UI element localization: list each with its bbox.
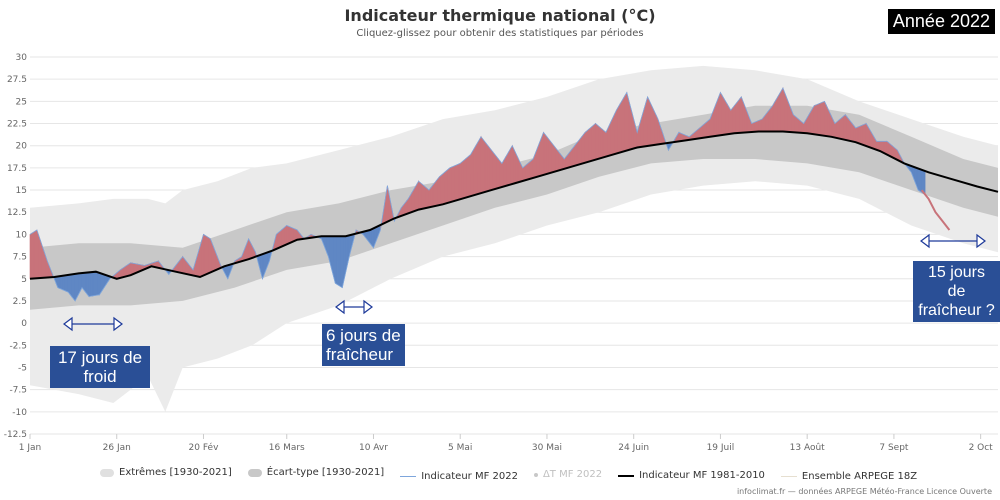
- y-tick-label: 17.5: [7, 164, 27, 174]
- chart-subtitle: Cliquez-glissez pour obtenir des statist…: [356, 28, 644, 39]
- axis-labels: -12.5 -10 -7.5 -5 -2.5 0 2.5 5 7.5 10 12.5 15 17.5 20…: [4, 53, 993, 453]
- y-tick-label: 25: [16, 97, 27, 107]
- callout-cool-15-days: 15 jours de fraîcheur ?: [913, 261, 1000, 322]
- y-tick-label: 2.5: [13, 297, 27, 307]
- y-tick-label: 12.5: [7, 208, 27, 218]
- period-arrows: [63, 233, 986, 332]
- y-tick-label: -10: [12, 408, 27, 418]
- arrow-cool-6-head-right: [363, 299, 373, 315]
- y-tick-label: -7.5: [9, 386, 27, 396]
- callout-cool-6-line1: 6 jours de: [326, 326, 401, 345]
- callout-cold-17-text: 17 jours de froid: [57, 348, 143, 386]
- y-tick-label: 20: [16, 142, 28, 152]
- x-tick-label: 7 Sept: [879, 443, 909, 453]
- arrow-cool-15-head-right: [976, 233, 986, 249]
- arrow-cool-6-head-left: [335, 299, 345, 315]
- x-tick-label: 1 Jan: [19, 443, 41, 453]
- x-tick-label: 2 Oct: [969, 443, 994, 453]
- legend-symbol: [780, 475, 797, 477]
- year-badge: Année 2022: [887, 9, 995, 34]
- legend-item[interactable]: ΔT MF 2022: [533, 469, 603, 480]
- y-tick-label: 15: [16, 186, 27, 196]
- y-tick-label: -2.5: [9, 341, 27, 351]
- x-tick-label: 24 Juin: [618, 443, 649, 453]
- arrow-cool-15-head-left: [920, 233, 930, 249]
- legend-label: Écart-type [1930-2021]: [266, 467, 385, 478]
- x-tick-label: 20 Fév: [189, 442, 220, 453]
- arrow-cold-17: [63, 316, 123, 332]
- legend-label: Indicateur MF 2022: [421, 470, 518, 482]
- legend-symbol: [533, 472, 538, 477]
- x-tick-label: 19 Juil: [707, 443, 735, 453]
- callout-cool-6-days: 6 jours de fraîcheur: [322, 324, 405, 366]
- legend-label: Ensemble ARPEGE 18Z: [801, 470, 918, 482]
- legend-symbol: [618, 474, 635, 477]
- legend-label: ΔT MF 2022: [542, 469, 603, 480]
- legend-symbol: [247, 468, 262, 477]
- series-line-ensemble: [920, 189, 951, 231]
- x-tick-label: 13 Août: [790, 443, 826, 453]
- x-tick-label: 16 Mars: [269, 443, 305, 453]
- y-tick-label: 27.5: [7, 75, 27, 85]
- callout-cold-17-days: 17 jours de froid: [50, 346, 150, 388]
- legend-item[interactable]: Extrêmes [1930-2021]: [100, 467, 232, 478]
- series-lines: [29, 87, 999, 302]
- legend-item[interactable]: Indicateur MF 1981-2010: [618, 470, 765, 481]
- y-tick-label: -12.5: [4, 430, 27, 440]
- x-tick-label: 10 Avr: [359, 443, 388, 453]
- arrow-cold-17-head-right: [113, 316, 123, 332]
- arrow-cool-15: [920, 233, 986, 249]
- y-tick-label: 10: [16, 230, 28, 240]
- series-line-2022: [29, 87, 926, 302]
- callout-cool-15-line2: fraîcheur ?: [918, 302, 995, 319]
- arrow-cold-17-head-left: [63, 316, 73, 332]
- y-tick-label: 5: [21, 275, 27, 285]
- legend-item[interactable]: Écart-type [1930-2021]: [247, 467, 385, 478]
- stddev-band: [30, 105, 998, 310]
- data-credit: infoclimat.fr — données ARPEGE Météo-Fra…: [736, 487, 992, 496]
- y-tick-label: -5: [18, 363, 27, 373]
- series-line-normal: [29, 130, 999, 280]
- chart-legend: Extrêmes [1930-2021] Écart-type [1930-202…: [100, 467, 933, 482]
- legend-item[interactable]: Indicateur MF 2022: [400, 471, 518, 482]
- legend-label: Indicateur MF 1981-2010: [639, 470, 765, 481]
- chart-title: Indicateur thermique national (°C): [344, 6, 656, 25]
- climatology-bands: [30, 65, 998, 412]
- y-tick-label: 0: [21, 319, 27, 329]
- x-tick-label: 30 Mai: [532, 443, 562, 453]
- y-tick-label: 22.5: [7, 120, 27, 130]
- legend-label: Extrêmes [1930-2021]: [119, 467, 232, 478]
- cold-anomaly-segment: [923, 169, 926, 196]
- legend-symbol: [400, 475, 417, 477]
- x-tick-label: 5 Mai: [448, 443, 472, 453]
- legend-item[interactable]: Ensemble ARPEGE 18Z: [780, 470, 918, 482]
- y-tick-label: 30: [16, 53, 28, 63]
- legend-symbol: [100, 468, 114, 477]
- callout-cool-15-line1: 15 jours de: [928, 264, 985, 300]
- y-tick-label: 7.5: [13, 253, 27, 263]
- arrow-cool-6: [335, 299, 373, 315]
- callout-cool-6-line2: fraîcheur: [326, 345, 394, 364]
- x-tick-label: 26 Jan: [103, 443, 131, 453]
